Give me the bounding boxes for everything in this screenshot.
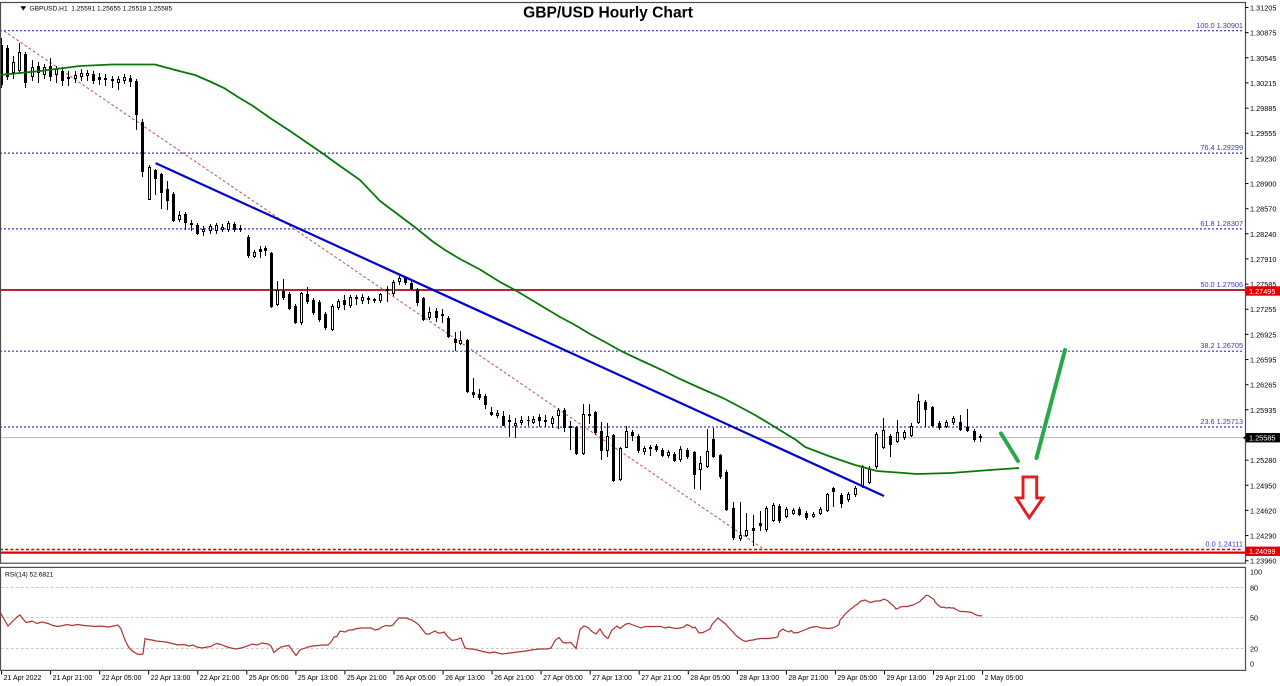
svg-text:28 Apr 05:00: 28 Apr 05:00 (690, 675, 730, 682)
svg-text:1.29555: 1.29555 (1250, 129, 1276, 138)
svg-text:26 Apr 13:00: 26 Apr 13:00 (445, 675, 485, 682)
svg-text:50.0 1.27506: 50.0 1.27506 (1200, 280, 1243, 289)
svg-text:1.28240: 1.28240 (1250, 230, 1276, 239)
svg-text:0.0 1.24111: 0.0 1.24111 (1206, 540, 1243, 549)
svg-text:0: 0 (1250, 660, 1254, 669)
svg-text:21 Apr 2022: 21 Apr 2022 (4, 675, 42, 682)
svg-text:80: 80 (1250, 584, 1258, 593)
svg-text:1.25585: 1.25585 (1249, 434, 1275, 443)
svg-text:25 Apr 05:00: 25 Apr 05:00 (249, 675, 289, 682)
svg-text:1.23960: 1.23960 (1250, 557, 1276, 566)
svg-text:1.30215: 1.30215 (1250, 79, 1276, 88)
svg-text:1.25935: 1.25935 (1250, 406, 1276, 415)
svg-text:20: 20 (1250, 645, 1258, 654)
svg-text:50: 50 (1250, 614, 1258, 623)
svg-text:22 Apr 05:00: 22 Apr 05:00 (102, 675, 142, 682)
svg-text:21 Apr 21:00: 21 Apr 21:00 (53, 675, 93, 682)
svg-text:100: 100 (1250, 568, 1262, 577)
svg-text:25 Apr 21:00: 25 Apr 21:00 (347, 675, 387, 682)
svg-text:1.27585: 1.27585 (1250, 280, 1276, 289)
svg-text:26 Apr 21:00: 26 Apr 21:00 (494, 675, 534, 682)
svg-text:1.29885: 1.29885 (1250, 104, 1276, 113)
svg-text:29 Apr 13:00: 29 Apr 13:00 (887, 675, 927, 682)
svg-text:1.26265: 1.26265 (1250, 381, 1276, 390)
svg-text:61.8 1.28307: 61.8 1.28307 (1200, 219, 1243, 228)
svg-text:28 Apr 21:00: 28 Apr 21:00 (788, 675, 828, 682)
svg-text:1.29230: 1.29230 (1250, 154, 1276, 163)
svg-text:100.0 1.30901: 100.0 1.30901 (1196, 21, 1243, 30)
svg-text:1.27495: 1.27495 (1249, 287, 1275, 296)
svg-text:25 Apr 13:00: 25 Apr 13:00 (298, 675, 338, 682)
svg-text:1.30545: 1.30545 (1250, 54, 1276, 63)
svg-text:22 Apr 13:00: 22 Apr 13:00 (151, 675, 191, 682)
svg-text:1.24950: 1.24950 (1250, 481, 1276, 490)
svg-text:29 Apr 21:00: 29 Apr 21:00 (936, 675, 976, 682)
svg-text:27 Apr 05:00: 27 Apr 05:00 (543, 675, 583, 682)
svg-text:GBPUSD,H1 1.25591 1.25655 1.2: GBPUSD,H1 1.25591 1.25655 1.25518 1.2558… (30, 6, 173, 13)
svg-text:22 Apr 21:00: 22 Apr 21:00 (200, 675, 240, 682)
svg-text:1.27255: 1.27255 (1250, 305, 1276, 314)
svg-text:RSI(14) 52.6821: RSI(14) 52.6821 (5, 572, 54, 579)
svg-text:1.24099: 1.24099 (1249, 547, 1275, 556)
svg-text:26 Apr 05:00: 26 Apr 05:00 (396, 675, 436, 682)
svg-text:1.27910: 1.27910 (1250, 255, 1276, 264)
svg-text:1.26925: 1.26925 (1250, 330, 1276, 339)
svg-text:1.24620: 1.24620 (1250, 506, 1276, 515)
svg-text:2 May 05:00: 2 May 05:00 (985, 675, 1024, 682)
svg-text:28 Apr 13:00: 28 Apr 13:00 (739, 675, 779, 682)
svg-text:27 Apr 21:00: 27 Apr 21:00 (641, 675, 681, 682)
svg-text:1.28570: 1.28570 (1250, 205, 1276, 214)
svg-text:1.30875: 1.30875 (1250, 29, 1276, 38)
svg-text:23.6 1.25713: 23.6 1.25713 (1200, 417, 1243, 426)
svg-text:27 Apr 13:00: 27 Apr 13:00 (592, 675, 632, 682)
svg-text:29 Apr 05:00: 29 Apr 05:00 (837, 675, 877, 682)
svg-text:1.25280: 1.25280 (1250, 456, 1276, 465)
svg-text:76.4 1.29299: 76.4 1.29299 (1200, 143, 1243, 152)
svg-text:1.26595: 1.26595 (1250, 356, 1276, 365)
svg-text:1.24290: 1.24290 (1250, 532, 1276, 541)
svg-text:GBP/USD Hourly Chart: GBP/USD Hourly Chart (523, 4, 693, 21)
svg-text:1.31205: 1.31205 (1250, 4, 1276, 13)
svg-text:1.28900: 1.28900 (1250, 180, 1276, 189)
svg-text:38.2 1.26705: 38.2 1.26705 (1200, 341, 1243, 350)
